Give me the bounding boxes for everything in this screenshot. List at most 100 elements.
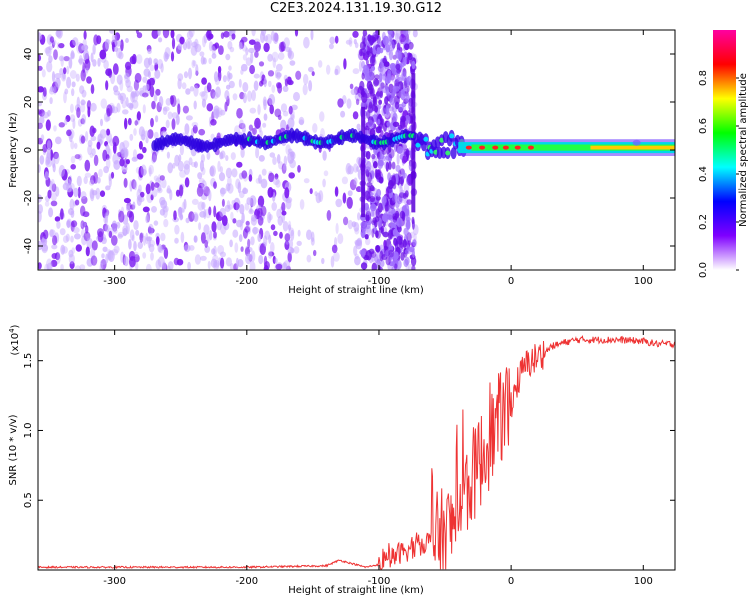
- noise-speck: [108, 250, 115, 262]
- noise-speck: [166, 151, 170, 159]
- x-tick: 0: [508, 330, 514, 587]
- noise-speck: [74, 199, 80, 206]
- noise-speck: [250, 236, 255, 246]
- noise-speck: [373, 78, 379, 87]
- noise-speck: [38, 116, 45, 125]
- noise-speck: [71, 220, 78, 228]
- noise-speck: [53, 85, 57, 95]
- noise-speck: [248, 124, 253, 131]
- noise-speck: [140, 164, 147, 177]
- noise-speck: [122, 109, 129, 115]
- noise-speck: [236, 219, 243, 228]
- noise-speck: [398, 124, 403, 131]
- noise-speck: [240, 246, 244, 252]
- noise-speck: [80, 69, 86, 82]
- noise-speck: [219, 207, 226, 218]
- noise-speck: [39, 155, 45, 165]
- noise-speck: [206, 82, 212, 93]
- noise-speck: [328, 43, 334, 50]
- noise-speck: [267, 211, 272, 224]
- noise-speck: [406, 244, 410, 251]
- noise-speck: [302, 83, 308, 96]
- noise-speck: [102, 149, 108, 162]
- noise-speck: [219, 187, 227, 195]
- noise-speck: [389, 200, 396, 210]
- noise-speck: [90, 189, 95, 202]
- noise-speck: [326, 210, 332, 221]
- noise-speck: [238, 42, 243, 50]
- noise-speck: [295, 70, 302, 81]
- noise-speck: [98, 168, 103, 178]
- noise-speck: [230, 152, 236, 161]
- noise-speck: [263, 255, 268, 268]
- noise-speck: [80, 135, 86, 144]
- noise-speck: [91, 240, 98, 251]
- snr-y-ticks: 0.5 1.0 1.5: [23, 353, 675, 508]
- snr-x-axis-label: Height of straight line (km): [288, 585, 424, 596]
- noise-speck: [396, 217, 403, 228]
- noise-speck: [90, 52, 94, 63]
- noise-speck: [107, 250, 114, 261]
- noise-speck: [58, 122, 65, 128]
- noise-speck: [162, 107, 168, 115]
- noise-speck: [412, 30, 418, 38]
- noise-speck: [319, 111, 325, 122]
- noise-speck: [356, 237, 363, 247]
- noise-speck: [268, 214, 273, 221]
- noise-speck: [162, 261, 167, 270]
- noise-speck: [375, 172, 382, 180]
- noise-speck: [108, 175, 112, 188]
- noise-speck: [86, 237, 93, 250]
- ridge-cell: [415, 142, 421, 148]
- noise-speck: [348, 37, 353, 47]
- noise-speck: [179, 144, 184, 156]
- noise-speck: [297, 229, 301, 237]
- svg-text:1.5: 1.5: [23, 353, 34, 369]
- noise-speck: [202, 35, 206, 48]
- noise-speck: [242, 228, 248, 239]
- x-tick: 100: [634, 30, 653, 287]
- noise-speck: [277, 215, 283, 226]
- noise-speck: [145, 183, 151, 195]
- noise-speck: [368, 70, 374, 79]
- noise-speck: [361, 72, 365, 80]
- noise-speck: [58, 55, 65, 62]
- y-tick: 20: [23, 96, 675, 108]
- noise-speck: [343, 58, 347, 70]
- noise-speck: [310, 30, 314, 41]
- noise-speck: [127, 102, 134, 109]
- noise-speck: [352, 111, 359, 120]
- noise-speck: [207, 260, 211, 270]
- noise-speck: [413, 233, 417, 241]
- noise-speck: [124, 117, 128, 130]
- noise-speck: [65, 115, 71, 122]
- noise-speck: [365, 150, 371, 160]
- noise-speck: [289, 158, 296, 169]
- noise-speck: [384, 202, 389, 213]
- noise-speck: [201, 98, 207, 108]
- noise-speck: [112, 135, 120, 147]
- noise-speck: [198, 128, 206, 136]
- noise-speck: [267, 70, 275, 77]
- noise-speck: [412, 239, 417, 247]
- noise-speck: [245, 253, 252, 265]
- noise-speck: [54, 73, 62, 79]
- snr-series: [38, 335, 675, 570]
- noise-speck: [403, 30, 409, 36]
- noise-speck: [212, 91, 219, 100]
- noise-speck: [372, 217, 377, 224]
- noise-speck: [268, 250, 273, 259]
- noise-speck: [408, 41, 414, 50]
- noise-speck: [165, 98, 172, 106]
- noise-speck: [160, 199, 168, 209]
- noise-speck: [193, 235, 198, 243]
- noise-speck: [147, 48, 152, 54]
- noise-speck: [173, 210, 177, 221]
- noise-speck: [80, 99, 86, 106]
- noise-speck: [101, 253, 105, 259]
- noise-speck: [221, 215, 228, 227]
- noise-speck: [241, 212, 245, 224]
- noise-speck: [250, 51, 254, 64]
- noise-speck: [114, 32, 121, 41]
- noise-speck: [63, 56, 70, 62]
